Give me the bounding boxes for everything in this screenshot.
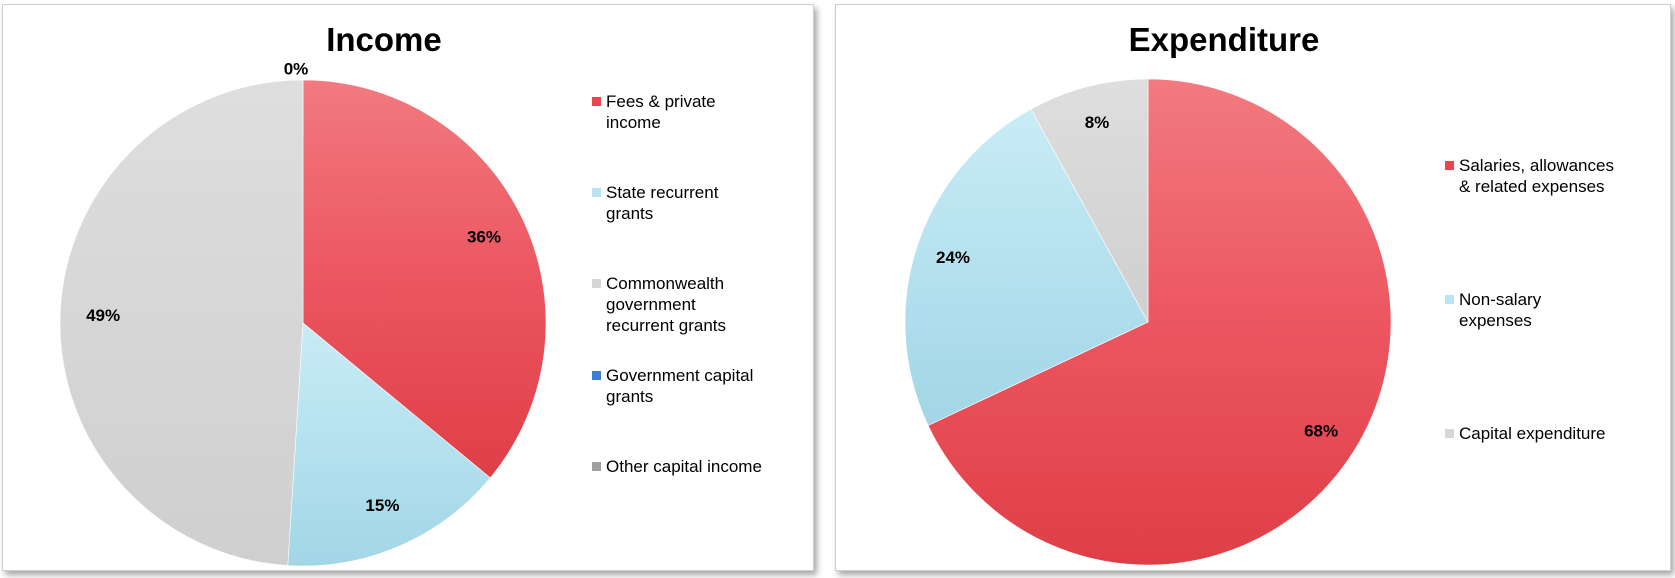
legend-item-non-salary: Non-salary expenses — [1445, 289, 1541, 331]
legend-item-salaries: Salaries, allowances & related expenses — [1445, 155, 1614, 197]
legend-label: Non-salary expenses — [1459, 290, 1542, 330]
expenditure-slice-0 — [927, 78, 1392, 566]
legend-label: State recurrent grants — [606, 183, 719, 223]
legend-item-state-grants: State recurrent grants — [592, 182, 718, 224]
legend-swatch — [592, 97, 601, 106]
legend-swatch — [1445, 429, 1454, 438]
legend-item-other-capital: Other capital income — [592, 456, 762, 477]
income-data-label-1: 15% — [365, 496, 399, 515]
income-data-label-4: 0% — [284, 59, 309, 78]
expenditure-data-label-0: 68% — [1304, 421, 1338, 440]
income-slice-0 — [302, 79, 547, 479]
legend-label: Commonwealth government recurrent grants — [606, 274, 726, 335]
legend-label: Government capital grants — [606, 366, 754, 406]
legend-swatch — [592, 279, 601, 288]
expenditure-data-label-2: 8% — [1085, 113, 1110, 132]
legend-item-capital-expenditure: Capital expenditure — [1445, 423, 1605, 444]
legend-label: Capital expenditure — [1459, 424, 1606, 443]
income-pie-chart: 36% 15% 49% 0% — [59, 59, 547, 567]
legend-label: Salaries, allowances & related expenses — [1459, 156, 1614, 196]
income-data-label-2: 49% — [86, 306, 120, 325]
legend-item-fees: Fees & private income — [592, 91, 716, 133]
legend-swatch — [592, 371, 601, 380]
income-slice-1 — [287, 322, 491, 567]
legend-swatch — [592, 188, 601, 197]
expenditure-chart-title: Expenditure — [1128, 21, 1320, 58]
legend-swatch — [1445, 295, 1454, 304]
legend-item-capital-grants: Government capital grants — [592, 365, 753, 407]
expenditure-data-label-1: 24% — [936, 248, 970, 267]
legend-label: Fees & private income — [606, 92, 716, 132]
expenditure-slice-1 — [904, 108, 1149, 426]
income-chart-title: Income — [326, 21, 442, 58]
legend-swatch — [1445, 161, 1454, 170]
legend-label: Other capital income — [606, 457, 762, 476]
legend-item-commonwealth-grants: Commonwealth government recurrent grants — [592, 273, 726, 336]
expenditure-slice-2 — [1030, 78, 1149, 323]
income-data-label-0: 36% — [467, 227, 501, 246]
income-slice-2 — [59, 79, 304, 566]
legend-swatch — [592, 462, 601, 471]
